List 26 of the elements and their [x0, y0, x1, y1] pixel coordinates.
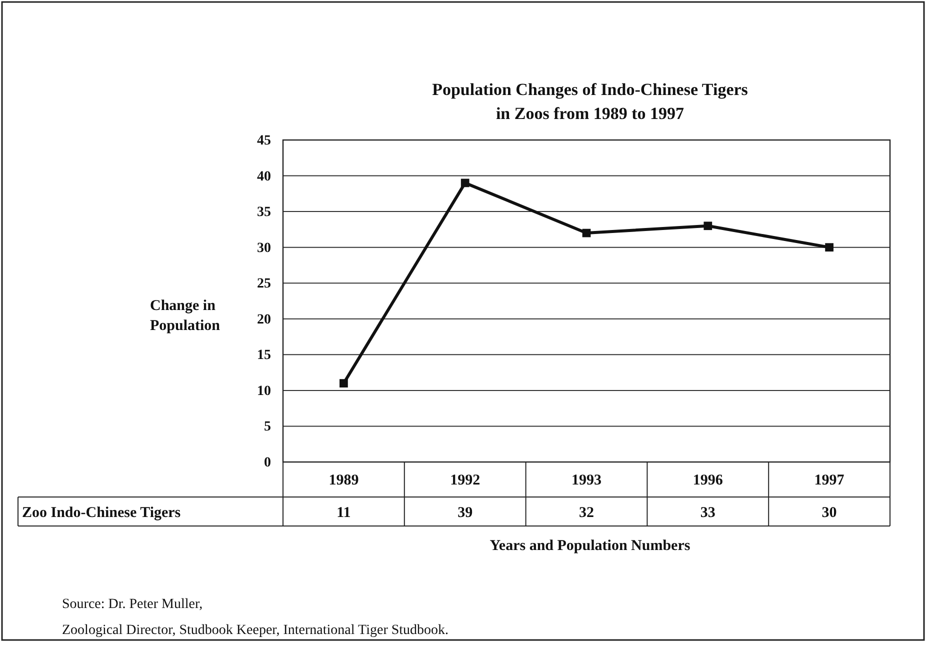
- x-tick-label: 1997: [814, 472, 845, 488]
- y-tick-label: 10: [257, 384, 271, 399]
- y-tick-label: 35: [257, 205, 271, 220]
- y-tick-label: 20: [257, 312, 271, 328]
- data-label: 33: [700, 505, 716, 521]
- x-tick-label: 1992: [450, 472, 480, 488]
- data-label: 30: [822, 505, 837, 521]
- x-tick-label: 1996: [692, 472, 724, 488]
- x-axis-title: Years and Population Numbers: [490, 538, 690, 554]
- text: Zoo Indo-Chinese Tigers: [22, 505, 181, 521]
- y-tick-label: 25: [257, 276, 271, 292]
- x-tick-label: 1989: [328, 472, 359, 488]
- chart-title: Population Changes of Indo-Chinese Tigers in Zoos from 1989 to 1997: [432, 80, 748, 123]
- source-note: Source: Dr. Peter Muller,: [62, 597, 203, 612]
- data-label: 39: [458, 505, 473, 521]
- y-tick-label: 15: [257, 348, 271, 364]
- y-axis-title: Change in Population: [150, 298, 221, 334]
- y-tick-label: 30: [257, 240, 271, 256]
- data-label: 11: [336, 505, 351, 521]
- text: Zoological Director, Studbook Keeper, International Tiger Studbook.: [62, 623, 449, 638]
- x-tick-label: 1993: [572, 472, 602, 488]
- y-tick-label: 45: [257, 133, 271, 148]
- y-tick-label: 40: [257, 169, 271, 184]
- y-tick-label: 5: [264, 420, 271, 435]
- y-tick-label: 0: [264, 455, 271, 470]
- data-label: 32: [579, 505, 594, 521]
